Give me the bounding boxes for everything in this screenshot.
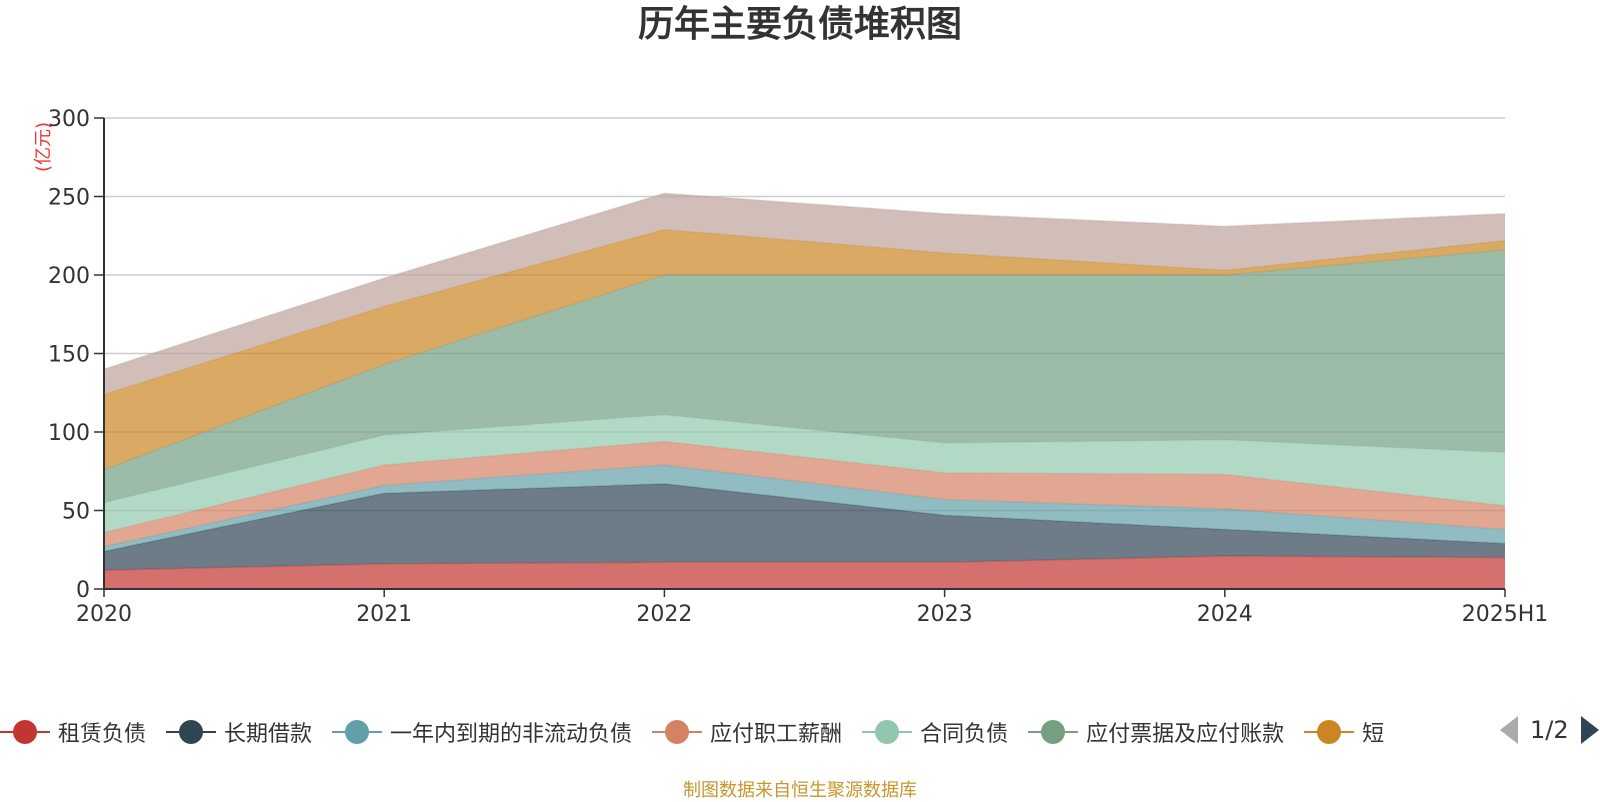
area-series-7: [104, 229, 1505, 470]
area-series-3: [104, 464, 1505, 552]
legend: 租赁负债 长期借款 一年内到期的非流动负债 应付职工薪酬 合同负债 应付票据及应付账款 短: [0, 712, 1600, 752]
y-tick-label: 50: [62, 500, 90, 525]
legend-label: 应付职工薪酬: [710, 722, 843, 747]
area-series-6: [104, 249, 1505, 503]
legend-label: 租赁负债: [58, 722, 147, 747]
legend-item[interactable]: 长期借款: [166, 716, 312, 748]
area-series-8: [104, 193, 1505, 395]
source-note: 制图数据来自恒生聚源数据库: [683, 780, 917, 801]
y-tick-label: 200: [48, 264, 90, 289]
legend-label: 应付票据及应付账款: [1086, 722, 1285, 747]
legend-label: 一年内到期的非流动负债: [390, 722, 633, 747]
y-tick-label: 150: [48, 343, 90, 368]
legend-page-indicator: 1/2: [1530, 716, 1569, 744]
y-axis-unit-label: (亿元): [28, 118, 56, 174]
legend-item[interactable]: 应付票据及应付账款: [1028, 716, 1284, 748]
x-tick-label: 2020: [76, 602, 132, 627]
series-areas: [103, 192, 1506, 589]
legend-next-arrow-icon[interactable]: [1580, 716, 1599, 744]
legend-marker-icon: [862, 719, 913, 745]
x-tick-labels: 2020 2021 2022 2023 2024 2025H1: [76, 589, 1548, 627]
legend-item[interactable]: 租赁负债: [0, 716, 146, 748]
y-tick-label: 100: [48, 421, 90, 446]
legend-marker-icon: [1028, 719, 1079, 745]
x-tick-label: 2025H1: [1462, 602, 1549, 627]
x-tick-label: 2024: [1197, 602, 1253, 627]
legend-label: 合同负债: [920, 722, 1009, 747]
x-tick-label: 2021: [356, 602, 412, 627]
x-tick-label: 2022: [636, 602, 692, 627]
y-tick-label: 0: [76, 578, 90, 603]
y-tick-label: 300: [48, 107, 90, 132]
legend-marker-icon: [1304, 719, 1355, 745]
area-series-line-8: [103, 192, 1506, 370]
legend-marker-icon: [0, 719, 50, 745]
legend-item[interactable]: 合同负债: [862, 716, 1008, 748]
y-tick-label: 250: [48, 186, 90, 211]
area-series-1: [104, 556, 1505, 589]
legend-marker-icon: [166, 719, 217, 745]
y-axis-unit-text: (亿元): [33, 121, 54, 173]
legend-prev-arrow-icon[interactable]: [1500, 716, 1518, 744]
legend-item[interactable]: 短: [1304, 716, 1384, 748]
legend-marker-icon: [652, 719, 703, 745]
area-series-4: [104, 441, 1505, 547]
area-series-5: [104, 414, 1505, 533]
legend-pager: 1/2: [1500, 716, 1599, 744]
legend-item[interactable]: 一年内到期的非流动负债: [332, 716, 632, 748]
area-series-2: [104, 483, 1505, 571]
x-tick-label: 2023: [917, 602, 973, 627]
legend-item[interactable]: 应付职工薪酬: [652, 716, 842, 748]
legend-label: 长期借款: [224, 722, 313, 747]
legend-label: 短: [1362, 722, 1385, 747]
legend-marker-icon: [332, 719, 383, 745]
y-tick-labels: 0 50 100 150 200 250 300: [48, 107, 104, 603]
chart-title: 历年主要负债堆积图: [637, 4, 962, 45]
